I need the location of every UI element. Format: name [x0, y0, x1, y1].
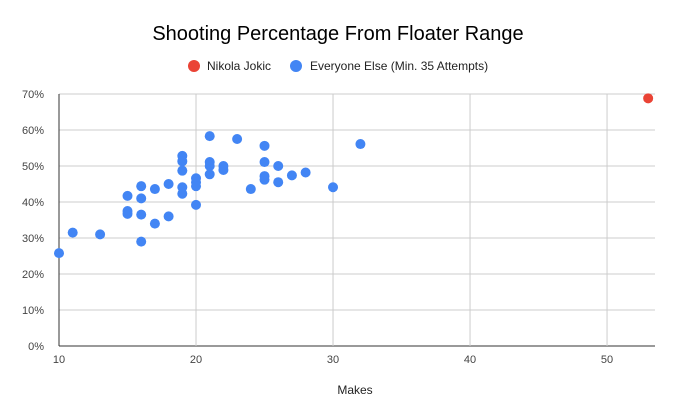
data-point-everyone-else: [273, 177, 284, 188]
data-point-everyone-else: [54, 248, 64, 259]
data-point-everyone-else: [149, 218, 160, 229]
data-point-everyone-else: [163, 179, 174, 189]
data-point-everyone-else: [177, 188, 188, 199]
data-point-everyone-else: [177, 156, 188, 167]
data-point-everyone-else: [204, 131, 215, 142]
data-point-everyone-else: [273, 161, 284, 171]
data-point-everyone-else: [122, 190, 133, 201]
legend-label-jokic: Nikola Jokic: [207, 59, 271, 73]
chart-title: Shooting Percentage From Floater Range: [152, 23, 523, 45]
y-tick-label: 30%: [22, 233, 44, 245]
x-tick-label: 40: [464, 354, 476, 366]
data-point-everyone-else: [355, 139, 366, 150]
y-tick-label: 40%: [22, 197, 44, 209]
data-point-everyone-else: [191, 181, 202, 192]
data-point-everyone-else: [149, 184, 160, 195]
y-tick-label: 70%: [22, 89, 44, 101]
data-point-everyone-else: [286, 170, 297, 181]
x-axis-label: Makes: [337, 383, 372, 397]
data-point-everyone-else: [259, 140, 270, 151]
data-point-everyone-else: [136, 193, 147, 204]
y-tick-label: 60%: [22, 125, 44, 137]
x-tick-label: 30: [327, 354, 339, 366]
x-tick-label: 20: [190, 354, 202, 366]
x-tick-label: 10: [53, 354, 65, 366]
x-tick-label: 50: [601, 354, 613, 366]
y-tick-label: 20%: [22, 269, 44, 281]
data-point-everyone-else: [328, 182, 339, 193]
y-tick-label: 50%: [22, 161, 44, 173]
data-point-everyone-else: [245, 184, 256, 195]
y-tick-label: 10%: [22, 305, 44, 317]
data-point-everyone-else: [191, 199, 202, 210]
data-point-everyone-else: [122, 208, 133, 219]
y-tick-label: 0%: [28, 341, 44, 353]
data-point-everyone-else: [163, 211, 174, 222]
data-point-everyone-else: [300, 167, 311, 178]
legend: Nikola Jokic Everyone Else (Min. 35 Atte…: [188, 59, 488, 73]
data-point-everyone-else: [259, 157, 270, 168]
data-point-everyone-else: [259, 174, 270, 185]
data-point-everyone-else: [67, 227, 78, 238]
data-point-everyone-else: [218, 164, 229, 175]
legend-marker-everyone-else: [290, 60, 302, 72]
data-point-everyone-else: [204, 169, 215, 180]
data-point-everyone-else: [204, 161, 215, 171]
legend-marker-jokic: [188, 60, 200, 72]
data-point-everyone-else: [136, 236, 147, 247]
data-point-everyone-else: [136, 181, 147, 192]
data-point-everyone-else: [232, 134, 243, 144]
data-point-jokic: [643, 93, 654, 104]
legend-label-everyone-else: Everyone Else (Min. 35 Attempts): [310, 59, 488, 73]
data-point-everyone-else: [95, 229, 106, 240]
data-point-everyone-else: [136, 209, 147, 220]
data-point-everyone-else: [177, 165, 188, 176]
